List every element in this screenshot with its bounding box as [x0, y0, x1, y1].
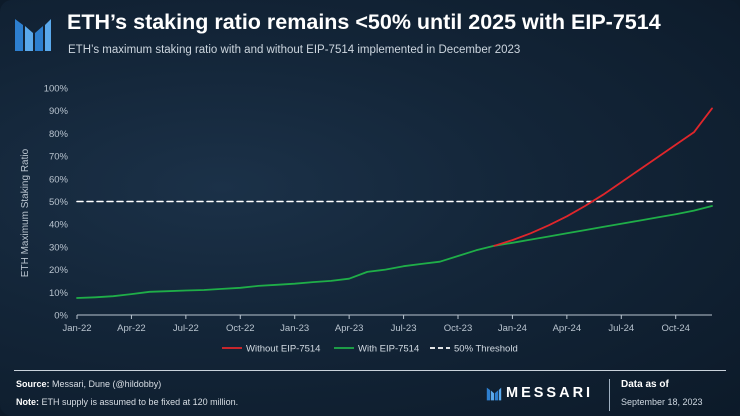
messari-logo-icon	[15, 19, 51, 51]
x-tick-label: Jul-24	[608, 323, 634, 334]
x-tick-label: Jan-23	[280, 323, 309, 334]
chart-title: ETH’s staking ratio remains <50% until 2…	[67, 10, 661, 34]
note-line: Note: ETH supply is assumed to be fixed …	[16, 397, 238, 407]
x-tick-label: Apr-22	[117, 323, 146, 334]
series-line-without-eip-7514	[493, 107, 713, 247]
y-tick-label: 80%	[49, 129, 69, 140]
y-axis-label: ETH Maximum Staking Ratio	[20, 148, 31, 277]
legend-label: 50% Threshold	[454, 344, 518, 355]
chart-subtitle: ETH’s maximum staking ratio with and wit…	[68, 44, 521, 56]
y-tick-label: 10%	[49, 288, 69, 299]
series-line-with-eip-7514	[76, 205, 713, 299]
x-tick-label: Oct-22	[226, 323, 255, 334]
legend-label: Without EIP-7514	[246, 344, 320, 355]
note-text: ETH supply is assumed to be fixed at 120…	[41, 397, 239, 407]
source-text: Messari, Dune (@hildobby)	[52, 379, 162, 389]
x-tick-label: Jan-22	[62, 323, 91, 334]
line-chart: 0% 10% 20% 30% 40% 50% 60% 70% 80% 90% 100% Jan-22…	[20, 84, 713, 355]
y-tick-label: 20%	[49, 265, 69, 276]
messari-brand-icon	[486, 387, 502, 401]
x-tick-label: Jul-23	[391, 323, 417, 334]
data-as-of-date: September 18, 2023	[621, 397, 703, 407]
y-tick-label: 100%	[44, 84, 69, 95]
y-tick-label: 70%	[49, 152, 69, 163]
legend-label: With EIP-7514	[358, 344, 419, 355]
series-layer	[76, 107, 713, 299]
y-tick-label: 0%	[54, 311, 68, 322]
x-tick-label: Apr-23	[335, 323, 364, 334]
source-line: Source: Messari, Dune (@hildobby)	[16, 379, 161, 389]
y-tick-label: 90%	[49, 106, 69, 117]
x-tick-label: Apr-24	[553, 323, 582, 334]
note-label: Note:	[16, 397, 39, 407]
x-tick-label: Jan-24	[498, 323, 527, 334]
y-tick-label: 50%	[49, 197, 69, 208]
footer-divider	[14, 370, 726, 371]
x-tick-label: Jul-22	[173, 323, 199, 334]
source-label: Source:	[16, 379, 50, 389]
y-tick-label: 60%	[49, 174, 69, 185]
x-tick-label: Oct-23	[444, 323, 473, 334]
x-axis-ticks: Jan-22 Apr-22 Jul-22 Oct-22 Jan-23 Apr-23 Jul-…	[62, 315, 690, 334]
y-tick-label: 40%	[49, 220, 69, 231]
messari-brand: MESSARI	[486, 384, 606, 404]
y-axis-ticks: 0% 10% 20% 30% 40% 50% 60% 70% 80% 90% 100%	[44, 84, 69, 322]
brand-wordmark: MESSARI	[506, 385, 594, 401]
y-tick-label: 30%	[49, 242, 69, 253]
x-tick-label: Oct-24	[661, 323, 690, 334]
data-as-of-label: Data as of	[621, 379, 669, 390]
brand-divider	[609, 379, 610, 411]
legend: Without EIP-7514 With EIP-7514 50% Thresho…	[222, 344, 518, 355]
